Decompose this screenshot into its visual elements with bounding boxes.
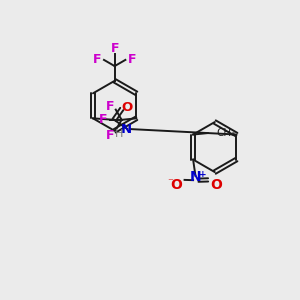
Text: F: F (106, 100, 114, 113)
Text: F: F (93, 53, 102, 66)
Text: O: O (122, 101, 133, 114)
Text: N: N (120, 123, 131, 136)
Text: F: F (106, 129, 114, 142)
Text: F: F (99, 113, 108, 126)
Text: F: F (128, 53, 136, 66)
Text: H: H (115, 129, 123, 140)
Text: N: N (190, 170, 202, 184)
Text: +: + (199, 170, 207, 179)
Text: CH₃: CH₃ (216, 128, 235, 138)
Text: F: F (110, 42, 119, 55)
Text: O: O (170, 178, 182, 192)
Text: O: O (210, 178, 222, 192)
Text: ⁻: ⁻ (167, 177, 173, 187)
